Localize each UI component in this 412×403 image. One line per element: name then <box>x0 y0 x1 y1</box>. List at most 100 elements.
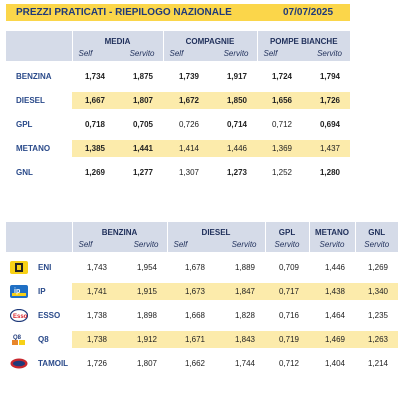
price-cell: 1,446 <box>324 263 345 272</box>
table-row: GNL 1,269 1,277 1,307 1,273 1,252 1,280 <box>6 164 350 181</box>
price-cell: 0,694 <box>319 120 340 129</box>
price-cell: 0,714 <box>226 120 247 129</box>
sub-header-servito: Servito <box>209 46 257 61</box>
group-header-gpl: GPL <box>264 222 309 237</box>
sub-header-servito: Servito <box>354 237 398 252</box>
ip-logo-icon: ip <box>10 285 28 298</box>
table-row: METANO 1,385 1,441 1,414 1,446 1,369 1,4… <box>6 140 350 157</box>
price-cell: 1,214 <box>367 359 388 368</box>
eni-logo-icon <box>10 261 28 274</box>
price-cell: 1,277 <box>132 168 153 177</box>
price-cell: 1,469 <box>309 331 355 348</box>
group-header-media: MEDIA <box>71 31 163 46</box>
price-cell: 1,726 <box>302 92 350 109</box>
price-cell: 1,915 <box>117 283 167 300</box>
brand-label: IP <box>38 287 46 296</box>
brand-label: ESSO <box>38 311 61 320</box>
sub-header-servito: Servito <box>117 237 167 252</box>
price-cell: 1,673 <box>167 283 215 300</box>
svg-text:ip: ip <box>14 288 20 295</box>
price-cell: 1,441 <box>115 140 163 157</box>
sub-header-servito: Servito <box>215 237 265 252</box>
report-title: PREZZI PRATICATI - RIEPILOGO NAZIONALE <box>16 7 232 18</box>
price-cell: 1,280 <box>319 168 340 177</box>
report-date: 07/07/2025 <box>283 7 334 18</box>
price-cell: 0,717 <box>265 283 309 300</box>
price-cell: 1,843 <box>215 331 265 348</box>
group-header-diesel: DIESEL <box>166 222 265 237</box>
esso-logo-icon: Esso <box>9 308 29 323</box>
fuel-label: METANO <box>6 140 72 157</box>
price-cell: 1,738 <box>86 311 107 320</box>
table-row: BENZINA 1,734 1,875 1,739 1,917 1,724 1,… <box>6 68 350 85</box>
q8-logo-icon: Q8 <box>10 333 28 346</box>
price-cell: 1,744 <box>234 359 255 368</box>
price-cell: 1,437 <box>302 140 350 157</box>
price-cell: 1,269 <box>367 263 388 272</box>
group-header-gnl: GNL <box>354 222 398 237</box>
fuel-label: GPL <box>16 120 33 129</box>
price-cell: 0,718 <box>84 120 105 129</box>
sub-header-servito: Servito <box>302 46 350 61</box>
sub-header-servito: Servito <box>308 237 355 252</box>
price-cell: 1,464 <box>324 311 345 320</box>
price-cell: 0,712 <box>278 359 299 368</box>
fuel-label: BENZINA <box>16 72 52 81</box>
price-cell: 1,794 <box>319 72 340 81</box>
price-cell: 1,724 <box>271 72 292 81</box>
price-cell: 1,446 <box>209 140 257 157</box>
price-cell: 1,912 <box>117 331 167 348</box>
brand-prices-table: BENZINA DIESEL GPL METANO GNL Self Servi… <box>6 222 398 372</box>
group-header-compagnie: COMPAGNIE <box>162 31 257 46</box>
price-cell: 1,235 <box>367 311 388 320</box>
price-cell: 1,734 <box>84 72 105 81</box>
price-cell: 1,875 <box>132 72 153 81</box>
price-cell: 1,898 <box>136 311 157 320</box>
price-cell: 1,656 <box>257 92 302 109</box>
table-row: DIESEL 1,667 1,807 1,672 1,850 1,656 1,7… <box>6 92 350 109</box>
sub-header-servito: Servito <box>264 237 309 252</box>
price-cell: 1,252 <box>271 168 292 177</box>
price-cell: 1,738 <box>72 331 117 348</box>
table-row: ENI 1,743 1,954 1,678 1,889 0,709 1,446 … <box>6 259 398 276</box>
table-row: TAMOIL 1,726 1,807 1,662 1,744 0,712 1,4… <box>6 355 398 372</box>
table-row: GPL 0,718 0,705 0,726 0,714 0,712 0,694 <box>6 116 350 133</box>
price-cell: 0,726 <box>178 120 199 129</box>
sub-header-servito: Servito <box>115 46 163 61</box>
price-cell: 1,847 <box>215 283 265 300</box>
sub-header-self: Self <box>71 46 115 61</box>
price-cell: 1,307 <box>178 168 199 177</box>
fuel-label: GNL <box>16 168 33 177</box>
table-row: Q8 Q8 1,738 1,912 1,671 1,843 0,719 1,46… <box>6 331 398 348</box>
price-cell: 1,917 <box>226 72 247 81</box>
group-header-benzina: BENZINA <box>71 222 167 237</box>
price-cell: 1,678 <box>184 263 205 272</box>
sub-header-self: Self <box>162 46 209 61</box>
price-cell: 0,719 <box>265 331 309 348</box>
group-header-pompe-bianche: POMPE BIANCHE <box>256 31 350 46</box>
price-cell: 1,263 <box>355 331 398 348</box>
price-cell: 1,807 <box>136 359 157 368</box>
fuel-label: DIESEL <box>6 92 72 109</box>
brand-label: TAMOIL <box>38 359 69 368</box>
brand-label: ENI <box>38 263 52 272</box>
price-cell: 1,672 <box>163 92 209 109</box>
price-cell: 1,273 <box>226 168 247 177</box>
price-cell: 1,807 <box>115 92 163 109</box>
price-cell: 1,850 <box>209 92 257 109</box>
price-cell: 0,709 <box>278 263 299 272</box>
price-cell: 1,414 <box>163 140 209 157</box>
price-cell: 1,741 <box>72 283 117 300</box>
price-cell: 1,671 <box>167 331 215 348</box>
sub-header-self: Self <box>166 237 215 252</box>
title-bar: PREZZI PRATICATI - RIEPILOGO NAZIONALE 0… <box>6 4 350 21</box>
price-cell: 1,369 <box>257 140 302 157</box>
table-row: Esso ESSO 1,738 1,898 1,668 1,828 0,716 … <box>6 307 398 324</box>
price-cell: 0,712 <box>271 120 292 129</box>
price-cell: 1,340 <box>355 283 398 300</box>
svg-text:Q8: Q8 <box>13 335 22 341</box>
price-cell: 1,667 <box>72 92 115 109</box>
price-cell: 1,269 <box>84 168 105 177</box>
price-cell: 1,668 <box>184 311 205 320</box>
tamoil-logo-icon <box>10 357 28 370</box>
